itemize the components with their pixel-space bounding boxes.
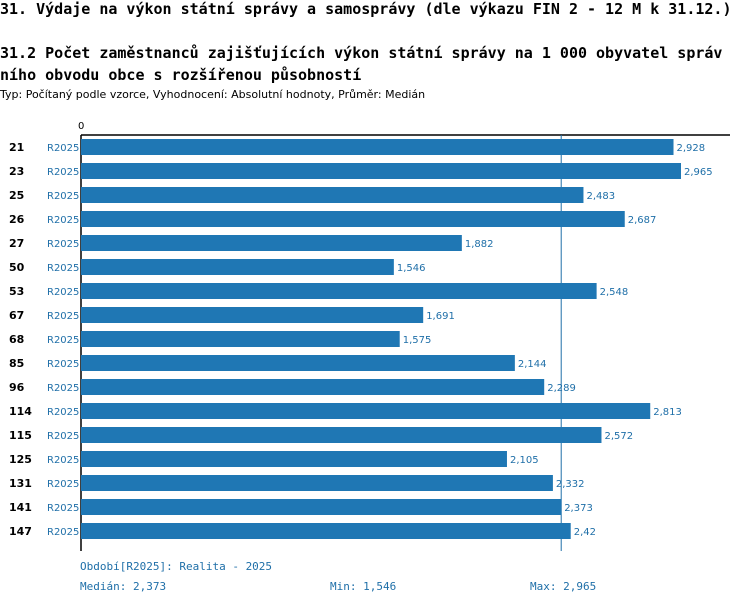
period-label: R2025 bbox=[47, 407, 79, 418]
bar bbox=[81, 259, 394, 275]
period-label: R2025 bbox=[47, 311, 79, 322]
value-label: 2,483 bbox=[586, 191, 615, 202]
value-label: 1,575 bbox=[403, 335, 432, 346]
bar bbox=[81, 451, 507, 467]
bar bbox=[81, 379, 545, 395]
bar bbox=[81, 403, 651, 419]
period-label: R2025 bbox=[47, 335, 79, 346]
value-label: 2,548 bbox=[600, 287, 629, 298]
category-label: 96 bbox=[9, 381, 25, 394]
period-label: R2025 bbox=[47, 215, 79, 226]
bar bbox=[81, 187, 584, 203]
value-label: 2,813 bbox=[653, 407, 682, 418]
value-label: 2,289 bbox=[547, 383, 576, 394]
period-label: R2025 bbox=[47, 143, 79, 154]
bar bbox=[81, 475, 553, 491]
period-label: R2025 bbox=[47, 239, 79, 250]
period-label: R2025 bbox=[47, 455, 79, 466]
bar bbox=[81, 163, 681, 179]
chart-title: 31. Výdaje na výkon státní správy a samo… bbox=[0, 0, 732, 18]
category-label: 50 bbox=[9, 261, 25, 274]
bar bbox=[81, 523, 571, 539]
category-label: 114 bbox=[9, 405, 32, 418]
value-label: 2,928 bbox=[677, 143, 706, 154]
period-label: R2025 bbox=[47, 527, 79, 538]
period-label: R2025 bbox=[47, 359, 79, 370]
value-label: 2,144 bbox=[518, 359, 547, 370]
category-label: 21 bbox=[9, 141, 24, 154]
category-label: 25 bbox=[9, 189, 24, 202]
bar bbox=[81, 355, 515, 371]
category-label: 125 bbox=[9, 453, 32, 466]
bar bbox=[81, 499, 562, 515]
footer-period: Období[R2025]: Realita - 2025 bbox=[80, 560, 273, 573]
x-axis-zero-label: 0 bbox=[78, 121, 84, 132]
category-label: 131 bbox=[9, 477, 32, 490]
chart-subtitle: 31.2 Počet zaměstnanců zajišťujících výk… bbox=[0, 44, 723, 84]
category-label: 141 bbox=[9, 501, 32, 514]
footer-min: Min: 1,546 bbox=[330, 580, 397, 593]
chart-type-info: Typ: Počítaný podle vzorce, Vyhodnocení:… bbox=[0, 88, 426, 101]
period-label: R2025 bbox=[47, 383, 79, 394]
category-label: 53 bbox=[9, 285, 24, 298]
value-label: 2,373 bbox=[564, 503, 593, 514]
category-label: 147 bbox=[9, 525, 32, 538]
bar bbox=[81, 139, 674, 155]
value-label: 1,546 bbox=[397, 263, 426, 274]
period-label: R2025 bbox=[47, 191, 79, 202]
category-label: 23 bbox=[9, 165, 24, 178]
footer-median: Medián: 2,373 bbox=[80, 580, 167, 593]
bar bbox=[81, 211, 625, 227]
bar bbox=[81, 307, 424, 323]
period-label: R2025 bbox=[47, 287, 79, 298]
value-label: 2,965 bbox=[684, 167, 713, 178]
bar bbox=[81, 235, 462, 251]
period-label: R2025 bbox=[47, 167, 79, 178]
category-label: 115 bbox=[9, 429, 32, 442]
category-label: 68 bbox=[9, 333, 24, 346]
period-label: R2025 bbox=[47, 479, 79, 490]
value-label: 2,42 bbox=[574, 527, 596, 538]
value-label: 2,105 bbox=[510, 455, 539, 466]
value-label: 1,882 bbox=[465, 239, 494, 250]
period-label: R2025 bbox=[47, 503, 79, 514]
value-label: 2,572 bbox=[604, 431, 633, 442]
bar bbox=[81, 331, 400, 347]
value-label: 1,691 bbox=[426, 311, 455, 322]
category-label: 26 bbox=[9, 213, 25, 226]
value-label: 2,332 bbox=[556, 479, 585, 490]
category-label: 27 bbox=[9, 237, 24, 250]
footer-max: Max: 2,965 bbox=[530, 580, 597, 593]
bar bbox=[81, 283, 597, 299]
period-label: R2025 bbox=[47, 431, 79, 442]
category-label: 85 bbox=[9, 357, 24, 370]
period-label: R2025 bbox=[47, 263, 79, 274]
value-label: 2,687 bbox=[628, 215, 657, 226]
bar bbox=[81, 427, 602, 443]
category-label: 67 bbox=[9, 309, 24, 322]
